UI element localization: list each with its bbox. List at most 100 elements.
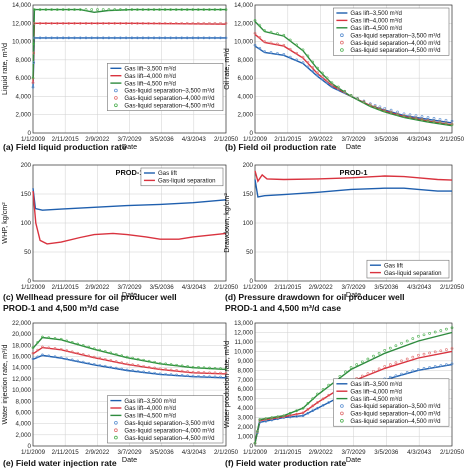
series-point [213, 21, 217, 25]
series-point [311, 69, 315, 73]
series-point [196, 21, 200, 25]
series-point [191, 374, 195, 378]
legend-swatch [340, 418, 344, 423]
chart-panel-0: 0 2,000 4,000 6,000 8,000 10,000 12,000 14,000 1… [0, 2, 239, 152]
series-line-0 [32, 354, 227, 379]
y-tick-label: 12,000 [234, 329, 253, 336]
series-point [67, 21, 71, 25]
series-point [142, 370, 145, 374]
legend-label: Gas-liquid separation–4,500 m³/d [124, 435, 214, 442]
series-point [50, 21, 53, 25]
series-point [417, 353, 420, 357]
series-point [84, 21, 88, 25]
series-line-0 [32, 188, 227, 211]
series-point [213, 371, 217, 375]
series-dots-5 [253, 326, 454, 445]
legend-label: Gas lift–4,000 m³/d [350, 18, 401, 25]
legend-label: Gas lift–3,500 m³/d [124, 66, 175, 73]
series-point [107, 36, 111, 40]
y-tick-label: 4,000 [238, 93, 254, 100]
series-point [92, 355, 96, 359]
series-point [433, 365, 437, 368]
series-point [202, 375, 206, 378]
series-point [439, 349, 443, 353]
series-point [36, 340, 40, 344]
legend-label: Gas lift [158, 170, 177, 177]
y-tick-label: 100 [243, 220, 254, 227]
series-point [420, 115, 424, 118]
series-point [196, 8, 200, 11]
x-tick-label: 3/7/2029 [341, 284, 366, 291]
series-point [103, 364, 107, 368]
legend-swatch [340, 48, 344, 52]
series-point [47, 336, 51, 340]
legend-label: Gas-liquid separation [384, 270, 442, 277]
x-tick-label: 4/3/2043 [407, 284, 432, 291]
series-point [316, 74, 319, 77]
series-point [163, 21, 167, 25]
series-point [158, 36, 161, 40]
series-point [208, 375, 211, 379]
series-point [301, 406, 305, 410]
legend-swatch [340, 33, 344, 37]
legend-label: Gas lift–4,500 m³/d [124, 80, 175, 87]
y-tick-label: 9,000 [238, 358, 254, 365]
series-point [197, 366, 200, 369]
series-point [65, 357, 69, 361]
series-point [41, 335, 44, 339]
x-tick-label: 2/1/2050 [214, 136, 239, 143]
series-point [360, 360, 364, 364]
series-point [96, 8, 99, 11]
series-point [124, 8, 128, 11]
series-line-1 [32, 191, 227, 245]
series-point [288, 411, 292, 415]
series-point [411, 337, 415, 340]
series-point [320, 75, 324, 78]
series-point [295, 58, 298, 62]
y-tick-label: 0 [250, 443, 254, 450]
y-tick-label: 2,000 [238, 112, 254, 119]
x-tick-label: 2/11/2015 [52, 136, 80, 143]
x-tick-label: 1/1/2009 [21, 136, 46, 143]
series-point [180, 364, 184, 368]
legend-label: Gas lift–4,000 m³/d [124, 73, 175, 80]
series-point [444, 122, 448, 126]
series-point [439, 329, 443, 332]
plot-title: PROD-1 [340, 168, 368, 177]
series-point [202, 366, 206, 370]
series-point [219, 8, 222, 11]
legend-box [107, 63, 224, 111]
series-point [282, 53, 286, 56]
series-point [356, 97, 359, 101]
series-point [417, 334, 420, 338]
series-point [50, 8, 53, 11]
y-tick-label: 5,000 [238, 396, 254, 403]
series-point [65, 339, 69, 343]
series-point [124, 36, 128, 40]
y-tick-label: 7,000 [238, 377, 254, 384]
series-point [186, 374, 189, 378]
series-point [153, 371, 156, 375]
series-point [288, 38, 292, 42]
series-point [224, 371, 228, 375]
plot-frame [32, 164, 227, 282]
legend-label: Gas-liquid separation–3,500 m³/d [350, 32, 440, 39]
series-point [73, 36, 76, 40]
y-tick-label: 12,000 [234, 20, 253, 27]
series-point [130, 36, 134, 40]
series-point [428, 332, 431, 335]
legend-label: Gas-liquid separation–4,000 m³/d [350, 40, 440, 47]
series-point [316, 392, 319, 396]
series-point [158, 21, 161, 25]
series-point [53, 337, 57, 340]
y-tick-label: 20,000 [12, 331, 31, 338]
series-point [109, 351, 113, 355]
series-point [125, 368, 129, 372]
series-point [92, 347, 96, 351]
x-tick-label: 3/7/2029 [341, 136, 366, 143]
legend-swatch [340, 40, 344, 45]
series-point [107, 8, 111, 11]
series-point [269, 30, 273, 34]
